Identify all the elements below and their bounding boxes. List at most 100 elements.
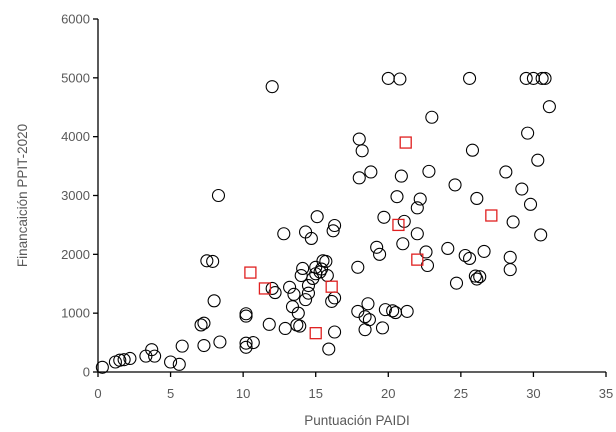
x-tick-label: 20 bbox=[381, 386, 395, 401]
circle-marker bbox=[268, 286, 282, 300]
circle-marker bbox=[386, 304, 400, 318]
circle-marker bbox=[375, 321, 390, 335]
circle-marker bbox=[390, 190, 404, 204]
circle-marker bbox=[358, 310, 372, 324]
circle-marker bbox=[499, 165, 513, 179]
y-tick-marks bbox=[93, 18, 98, 373]
circle-marker bbox=[117, 353, 131, 367]
circle-marker bbox=[542, 100, 556, 114]
square-marker bbox=[325, 280, 338, 293]
circle-marker bbox=[458, 248, 472, 263]
circle-marker bbox=[473, 270, 487, 284]
circle-marker bbox=[326, 224, 340, 238]
circle-marker bbox=[164, 355, 178, 369]
circle-marker bbox=[197, 316, 211, 330]
circle-marker bbox=[293, 319, 307, 333]
circle-marker bbox=[351, 260, 365, 274]
x-tick-label: 35 bbox=[599, 386, 613, 401]
circle-marker bbox=[200, 254, 214, 268]
circle-marker bbox=[213, 335, 227, 349]
y-tick-label: 0 bbox=[83, 365, 90, 380]
square-marker bbox=[258, 282, 272, 295]
circle-marker bbox=[377, 210, 391, 224]
circle-marker bbox=[519, 71, 533, 85]
x-tick-label: 25 bbox=[454, 386, 468, 401]
circle-marker bbox=[470, 272, 484, 286]
circle-marker bbox=[239, 309, 253, 323]
circle-marker bbox=[239, 336, 253, 350]
circle-marker bbox=[310, 210, 324, 224]
x-tick-label: 10 bbox=[236, 386, 250, 401]
circle-marker bbox=[246, 336, 260, 350]
circle-marker bbox=[370, 240, 384, 254]
circle-marker bbox=[364, 165, 378, 179]
circle-marker bbox=[352, 132, 366, 146]
circle-marker bbox=[422, 164, 436, 178]
circle-marker bbox=[283, 280, 297, 294]
circle-marker bbox=[468, 269, 482, 283]
circle-marker bbox=[378, 303, 392, 317]
circle-marker bbox=[325, 294, 339, 308]
circle-marker bbox=[148, 349, 162, 363]
circle-marker bbox=[441, 241, 455, 255]
circle-marker bbox=[304, 231, 318, 245]
x-axis-title: Puntuación PAIDI bbox=[304, 413, 410, 428]
circle-marker bbox=[299, 293, 313, 307]
circle-marker bbox=[506, 215, 520, 229]
circle-marker bbox=[381, 71, 395, 85]
circle-marker bbox=[448, 178, 462, 192]
y-tick-label: 3000 bbox=[61, 188, 90, 203]
circle-marker bbox=[301, 286, 316, 300]
y-tick-labels: 0 1000 2000 3000 4000 5000 6000 bbox=[61, 12, 90, 380]
x-tick-marks bbox=[97, 372, 607, 377]
x-tick-labels: 0 5 10 15 20 25 30 35 bbox=[94, 386, 613, 401]
circle-marker bbox=[503, 263, 517, 277]
circle-marker bbox=[400, 304, 414, 318]
square-marker bbox=[485, 209, 498, 222]
circle-marker bbox=[123, 351, 137, 366]
circle-marker bbox=[413, 192, 427, 206]
circle-marker bbox=[207, 294, 221, 308]
circle-marker bbox=[523, 197, 538, 211]
circle-marker bbox=[410, 201, 424, 215]
square-marker bbox=[244, 266, 257, 279]
circle-marker bbox=[477, 244, 491, 258]
circle-marker bbox=[388, 306, 403, 320]
circle-marker bbox=[145, 343, 159, 357]
circle-marker bbox=[265, 281, 279, 296]
circle-marker bbox=[535, 71, 549, 85]
circle-marker bbox=[355, 144, 369, 158]
circle-marker bbox=[531, 153, 545, 167]
circle-marker bbox=[362, 313, 376, 327]
circle-marker bbox=[394, 169, 408, 183]
circle-marker bbox=[396, 237, 410, 251]
circle-marker bbox=[206, 254, 220, 268]
y-tick-label: 2000 bbox=[61, 247, 90, 262]
circle-marker bbox=[521, 126, 535, 140]
y-tick-label: 5000 bbox=[61, 70, 90, 85]
circle-marker bbox=[361, 297, 375, 311]
circle-marker bbox=[425, 110, 439, 124]
y-axis-title: Financaición PPIT-2020 bbox=[15, 124, 30, 267]
circle-marker bbox=[175, 339, 189, 353]
circle-marker bbox=[95, 360, 109, 374]
circle-marker bbox=[515, 182, 529, 196]
circle-marker bbox=[239, 307, 253, 321]
circle-marker bbox=[463, 251, 477, 266]
circle-marker bbox=[449, 276, 464, 290]
circle-marker bbox=[465, 143, 480, 157]
circle-marker bbox=[278, 321, 292, 336]
circle-marker bbox=[328, 325, 342, 339]
circle-marker bbox=[113, 353, 127, 367]
square-marker bbox=[411, 253, 424, 266]
x-tick-label: 15 bbox=[308, 386, 322, 401]
circle-marker bbox=[319, 254, 333, 268]
x-tick-label: 0 bbox=[94, 386, 101, 401]
circle-marker bbox=[352, 171, 366, 185]
circle-marker bbox=[328, 218, 342, 233]
circle-marker bbox=[322, 342, 336, 356]
circle-marker bbox=[328, 291, 342, 305]
circle-marker bbox=[211, 188, 226, 203]
circle-marker bbox=[172, 357, 186, 371]
